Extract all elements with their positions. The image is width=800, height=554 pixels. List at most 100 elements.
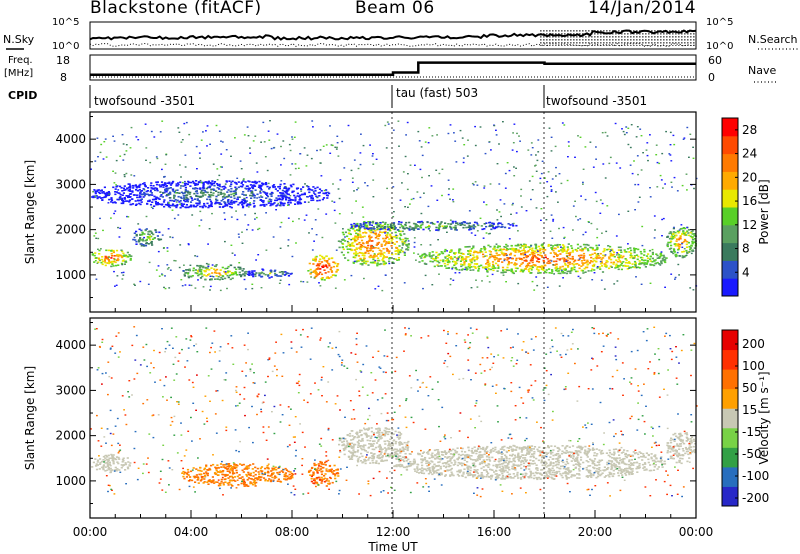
data-cell: [277, 195, 280, 197]
data-cell: [567, 264, 570, 267]
data-cell: [194, 255, 196, 257]
data-cell: [186, 200, 189, 203]
data-cell: [533, 250, 537, 252]
data-cell: [173, 217, 176, 220]
data-cell: [648, 249, 652, 252]
data-cell: [689, 133, 692, 135]
data-cell: [582, 272, 585, 274]
data-cell: [334, 222, 337, 224]
data-cell: [264, 273, 267, 276]
data-cell: [451, 222, 454, 224]
data-cell: [240, 482, 243, 485]
data-cell: [486, 266, 489, 269]
data-cell: [122, 187, 126, 190]
data-cell: [559, 268, 562, 270]
data-cell: [191, 479, 194, 482]
data-cell: [325, 255, 328, 258]
data-cell: [496, 163, 499, 165]
data-cell: [283, 274, 286, 276]
data-cell: [316, 186, 319, 189]
data-cell: [622, 261, 625, 263]
data-cell: [384, 124, 387, 127]
data-cell: [184, 191, 187, 193]
data-cell: [552, 260, 556, 263]
data-cell: [407, 249, 410, 251]
data-cell: [651, 253, 654, 256]
data-cell: [210, 203, 213, 205]
data-cell: [310, 276, 312, 278]
data-cell: [206, 474, 209, 477]
data-cell: [638, 263, 641, 265]
data-cell: [194, 287, 197, 289]
data-cell: [108, 192, 111, 194]
data-cell: [438, 261, 441, 264]
data-cell: [407, 440, 410, 443]
data-cell: [149, 203, 153, 206]
data-cell: [465, 269, 468, 271]
data-cell: [323, 475, 326, 477]
data-cell: [615, 263, 618, 266]
data-cell: [98, 258, 101, 261]
data-cell: [231, 180, 234, 183]
data-cell: [434, 259, 437, 262]
data-cell: [372, 440, 375, 442]
data-cell: [129, 462, 132, 464]
data-cell: [241, 231, 243, 233]
data-cell: [587, 244, 590, 247]
data-cell: [500, 251, 503, 253]
data-cell: [373, 440, 376, 442]
nave-tick-bottom: 0: [708, 71, 715, 84]
data-cell: [269, 272, 272, 275]
data-cell: [244, 467, 247, 469]
data-cell: [268, 277, 271, 279]
data-cell: [119, 185, 122, 188]
data-cell: [236, 218, 239, 221]
data-cell: [241, 270, 244, 272]
data-cell: [683, 234, 686, 236]
data-cell: [421, 467, 424, 469]
data-cell: [662, 217, 665, 220]
data-cell: [484, 451, 487, 453]
data-cell: [321, 266, 324, 268]
data-cell: [110, 249, 113, 252]
data-cell: [597, 255, 600, 257]
data-cell: [243, 485, 246, 487]
data-cell: [563, 260, 566, 263]
data-cell: [389, 453, 392, 456]
power-data-layer: [90, 120, 698, 292]
data-cell: [100, 248, 102, 250]
data-cell: [688, 156, 690, 158]
data-cell: [279, 195, 283, 197]
data-cell: [387, 454, 390, 456]
data-cell: [235, 183, 238, 185]
data-cell: [493, 255, 496, 257]
data-cell: [217, 275, 220, 278]
freq-tick-bottom: 8: [60, 71, 67, 84]
data-cell: [555, 263, 558, 265]
data-cell: [433, 466, 436, 469]
data-cell: [374, 446, 378, 449]
data-cell: [249, 481, 252, 483]
data-cell: [110, 261, 113, 264]
data-cell: [653, 264, 656, 267]
data-cell: [319, 268, 322, 270]
data-cell: [559, 266, 562, 268]
data-cell: [322, 463, 325, 466]
data-cell: [124, 200, 127, 202]
data-cell: [208, 467, 211, 470]
data-cell: [234, 188, 238, 191]
data-cell: [430, 221, 434, 224]
data-cell: [626, 268, 629, 270]
data-cell: [219, 471, 222, 474]
data-cell: [252, 140, 255, 142]
data-cell: [270, 474, 273, 476]
data-cell: [135, 234, 138, 237]
data-cell: [163, 176, 165, 178]
data-cell: [121, 263, 124, 266]
data-cell: [301, 193, 304, 196]
data-cell: [377, 430, 380, 432]
data-cell: [378, 252, 381, 254]
data-cell: [213, 265, 217, 267]
data-cell: [568, 263, 571, 265]
data-cell: [199, 265, 202, 268]
